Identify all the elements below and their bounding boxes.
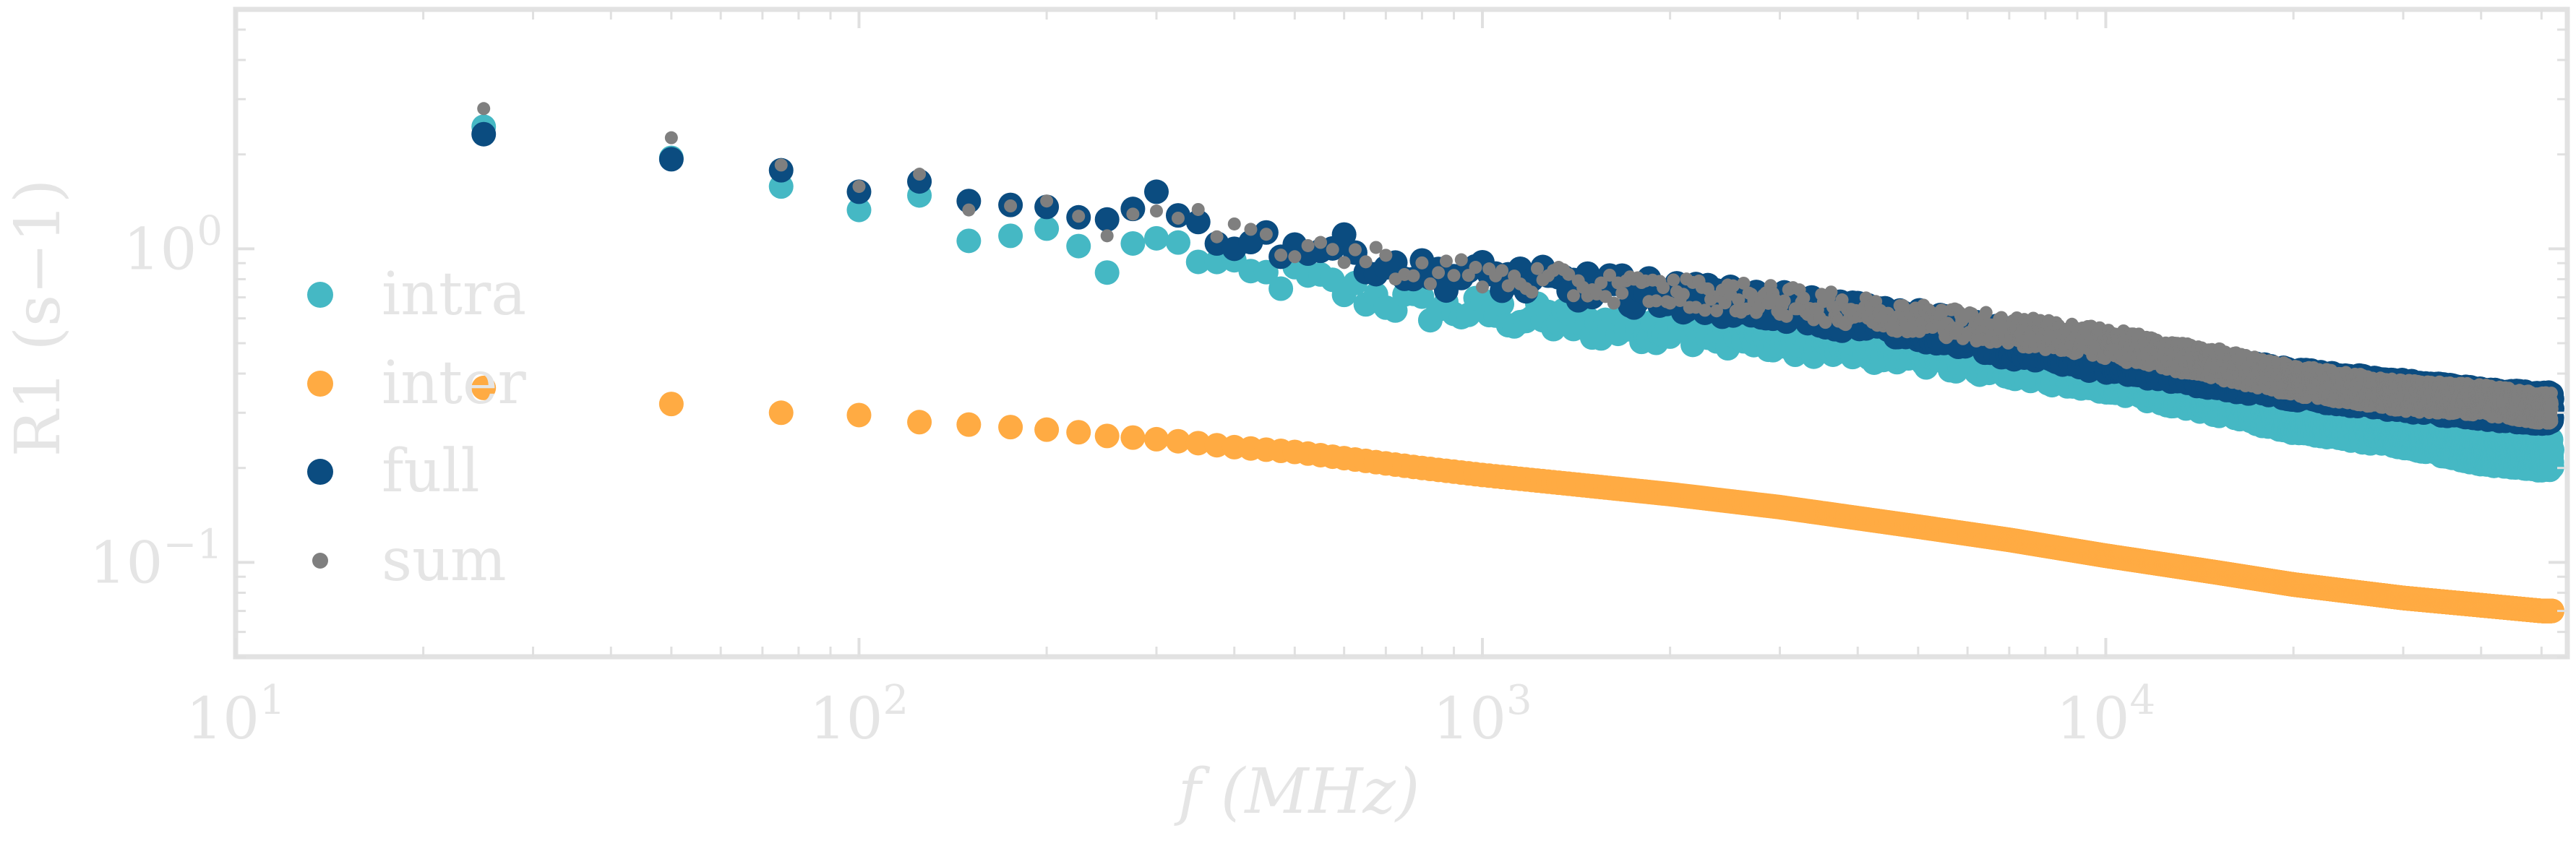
data-point-intra [1268, 276, 1294, 301]
data-point-intra [1094, 260, 1120, 285]
data-point-full [658, 147, 684, 172]
data-point-intra [2539, 437, 2564, 462]
data-point-intra [1143, 225, 1169, 251]
data-point-intra [1120, 230, 1146, 256]
data-point-inter [1066, 420, 1091, 445]
data-point-intra [998, 223, 1023, 249]
data-point-inter [658, 392, 684, 417]
series-layer [471, 102, 2564, 624]
data-point-inter [907, 410, 932, 435]
data-point-inter [1120, 425, 1146, 450]
data-point-intra [846, 197, 872, 223]
data-point-full [1094, 207, 1120, 232]
data-point-intra [2539, 454, 2564, 480]
data-point-intra [956, 228, 982, 254]
data-point-inter [1143, 426, 1169, 452]
data-point-inter [1185, 431, 1211, 456]
data-point-intra [1253, 259, 1279, 285]
data-point-inter [1165, 428, 1190, 454]
data-point-inter [846, 402, 872, 428]
data-point-intra [1165, 230, 1190, 255]
data-point-intra [1185, 249, 1211, 275]
data-point-inter [956, 412, 982, 437]
data-point-inter [1094, 423, 1120, 449]
data-point-inter [1034, 417, 1060, 442]
data-point-full [471, 121, 497, 147]
data-point-inter [768, 400, 794, 426]
series-inter [471, 375, 2564, 624]
data-point-intra [1066, 233, 1091, 259]
data-point-inter [471, 375, 497, 400]
data-point-full [1143, 179, 1169, 204]
data-point-intra [1034, 216, 1060, 241]
data-point-inter [998, 415, 1023, 440]
